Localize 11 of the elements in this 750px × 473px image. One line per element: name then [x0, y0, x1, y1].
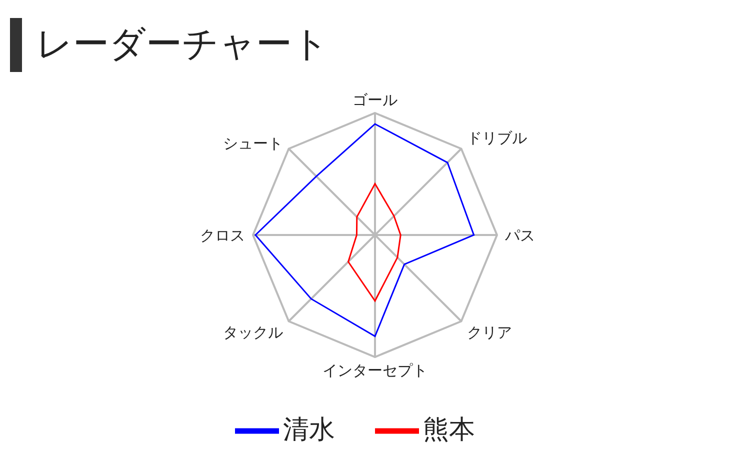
spoke-label: クロス — [200, 226, 245, 244]
spoke-label: インターセプト — [322, 362, 428, 380]
legend-label: 熊本 — [423, 415, 475, 446]
spoke-label: ゴール — [352, 91, 398, 109]
chart-title: レーダーチャート — [36, 23, 329, 67]
spoke-label: パス — [504, 226, 535, 244]
spoke-label: クリア — [466, 324, 512, 342]
legend-label: 清水 — [283, 415, 335, 446]
spoke-label: シュート — [223, 134, 284, 152]
spoke-label: ドリブル — [466, 129, 527, 148]
spoke-label: タックル — [223, 324, 284, 342]
